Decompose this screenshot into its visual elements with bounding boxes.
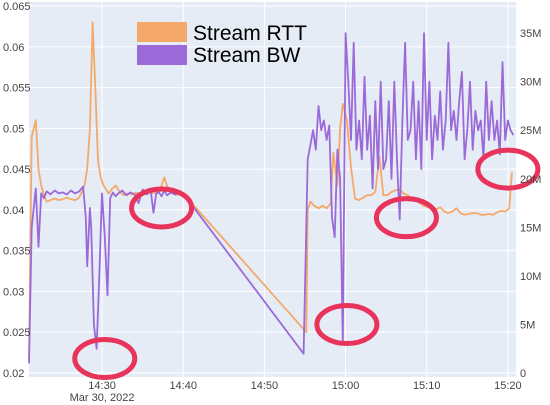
y-right-tick-label: 15M (520, 222, 541, 234)
legend-label-bw: Stream BW (193, 44, 301, 67)
annotation-ellipse (72, 337, 138, 381)
legend-swatch-bw (137, 45, 187, 65)
y-left-tick-label: 0.035 (3, 246, 31, 258)
axis-ticks: 0.02 0.025 0.03 0.035 0.04 0.045 0.05 0.055 0.06… (3, 1, 541, 404)
x-tick-label: 14:40 (169, 380, 197, 392)
y-right-tick-label: 5M (520, 320, 535, 332)
legend: Stream RTT Stream BW (137, 22, 307, 67)
annotation-ellipse (314, 303, 380, 347)
legend-swatch-rtt (137, 22, 187, 42)
y-left-tick-label: 0.03 (3, 286, 24, 298)
y-left-tick-label: 0.02 (3, 368, 24, 380)
annotation-ellipse (129, 186, 195, 230)
y-left-tick-label: 0.04 (3, 205, 24, 217)
x-tick-label: 15:20 (494, 380, 522, 392)
x-tick-label: 15:00 (332, 380, 360, 392)
y-right-tick-label: 10M (520, 271, 541, 283)
y-left-tick-label: 0.06 (3, 42, 24, 54)
grid-lines (29, 2, 516, 377)
annotation-ellipses (72, 147, 541, 381)
y-left-tick-label: 0.055 (3, 83, 31, 95)
series-line-stream-rtt (28, 21, 513, 361)
y-left-tick-label: 0.045 (3, 164, 31, 176)
annotation-ellipse (373, 196, 439, 240)
y-left-tick-label: 0.05 (3, 123, 24, 135)
x-tick-label: 14:30 (88, 380, 116, 392)
plot-background (29, 2, 516, 377)
y-left-tick-label: 0.025 (3, 327, 31, 339)
x-tick-label: 14:50 (251, 380, 279, 392)
y-right-tick-label: 35M (520, 28, 541, 40)
y-right-tick-label: 20M (520, 174, 541, 186)
y-left-tick-label: 0.065 (3, 1, 31, 13)
x-tick-label: 15:10 (413, 380, 441, 392)
y-right-tick-label: 0 (520, 368, 526, 380)
x-subtick-label: Mar 30, 2022 (70, 392, 135, 404)
annotation-ellipse (475, 147, 541, 191)
y-right-tick-label: 25M (520, 125, 541, 137)
legend-label-rtt: Stream RTT (193, 22, 307, 45)
y-right-tick-label: 30M (520, 77, 541, 89)
